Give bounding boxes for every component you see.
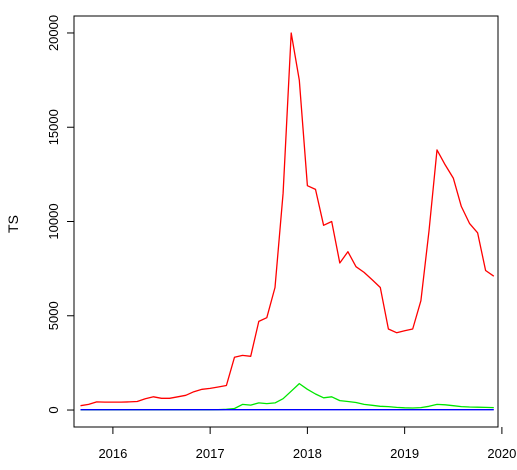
y-tick-label: 20000: [46, 15, 61, 51]
y-tick-label: 10000: [46, 203, 61, 239]
x-tick-label: 2019: [390, 446, 419, 461]
series-line-2: [80, 382, 494, 411]
y-axis-title: TS: [5, 215, 21, 233]
series-layer: [80, 32, 495, 411]
x-tick-label: 2016: [98, 446, 127, 461]
x-axis: 2016 2017 2018 2019 2020: [98, 427, 516, 461]
plot-frame: [73, 15, 499, 428]
x-tick-label: 2020: [487, 446, 516, 461]
y-tick-label: 0: [46, 406, 61, 413]
x-tick-label: 2018: [293, 446, 322, 461]
series-line-1: [80, 32, 495, 407]
y-tick-label: 5000: [46, 301, 61, 330]
y-tick-label: 15000: [46, 109, 61, 145]
y-axis: 0 5000 10000 15000 20000: [46, 15, 74, 414]
x-tick-label: 2017: [196, 446, 225, 461]
